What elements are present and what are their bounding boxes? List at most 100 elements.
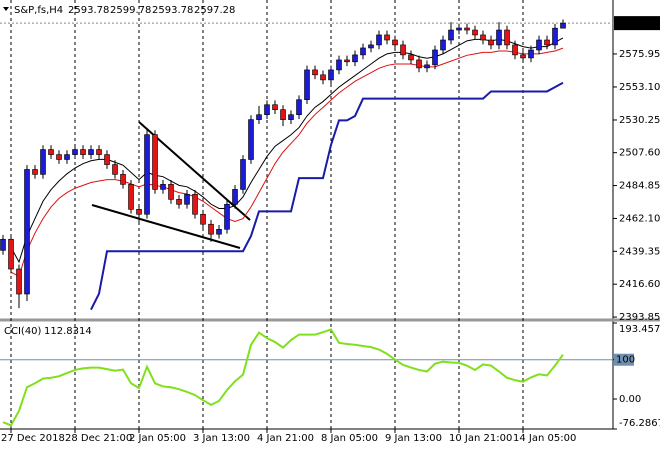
x-tick-label: 28 Dec 21:00 xyxy=(65,433,132,444)
candle-body xyxy=(464,27,470,31)
candle-body xyxy=(72,149,78,155)
candle-body xyxy=(304,69,310,100)
candle-body xyxy=(264,104,270,116)
candle-body xyxy=(424,64,430,69)
candle-body xyxy=(208,223,214,235)
candle-body xyxy=(192,194,198,215)
y2-tick-label: 193.4578 xyxy=(619,324,660,335)
y-tick-label: 2575.95 xyxy=(619,49,660,60)
candle-body xyxy=(176,199,182,205)
candle-body xyxy=(152,134,158,190)
x-tick-label: 3 Jan 13:00 xyxy=(193,433,250,444)
candle-body xyxy=(216,228,222,235)
candle-body xyxy=(544,39,550,46)
candle-body xyxy=(512,44,518,56)
x-tick-label: 14 Jan 05:00 xyxy=(513,433,576,444)
candle-body xyxy=(80,149,86,155)
candle-body xyxy=(328,69,334,81)
candle-body xyxy=(144,134,150,215)
candle-body xyxy=(200,213,206,225)
header-low: 2593.78 xyxy=(152,5,193,16)
candle-body xyxy=(488,39,494,46)
y-tick-label: 2507.60 xyxy=(619,148,660,159)
candle-body xyxy=(552,27,558,46)
candle-body xyxy=(560,22,566,29)
candle-body xyxy=(344,59,350,63)
candle-body xyxy=(136,209,142,215)
candle-body xyxy=(104,154,110,165)
symbol-title: S&P,fs,H4 xyxy=(14,5,63,16)
y2-tick-label: 0.00 xyxy=(619,394,641,405)
candle-body xyxy=(224,203,230,230)
candle-body xyxy=(392,39,398,46)
indicator-value: 112.8314 xyxy=(44,326,92,337)
candle-body xyxy=(336,59,342,71)
y-tick-label: 2484.85 xyxy=(619,181,660,192)
header-high: 2599.78 xyxy=(110,5,151,16)
candle-body xyxy=(248,119,254,160)
candle-body xyxy=(24,169,30,295)
candle-body xyxy=(128,184,134,210)
indicator-name: CCI(40) xyxy=(4,326,42,337)
candle-body xyxy=(296,99,302,116)
y-tick-label: 2553.10 xyxy=(619,82,660,93)
candle-body xyxy=(280,109,286,120)
candle-body xyxy=(320,74,326,81)
y2-tick-label: -76.2867 xyxy=(619,418,660,429)
candle-body xyxy=(536,39,542,51)
candle-body xyxy=(360,47,366,56)
y2-tick-label: 100 xyxy=(616,355,635,366)
candle-body xyxy=(240,159,246,190)
x-tick-label: 9 Jan 13:00 xyxy=(385,433,442,444)
candle-body xyxy=(232,189,238,205)
candle-body xyxy=(400,44,406,56)
candle-body xyxy=(88,149,94,155)
candle-body xyxy=(416,59,422,69)
indicator-line xyxy=(10,37,564,264)
indicator-line xyxy=(90,81,564,311)
candle-body xyxy=(32,169,38,175)
candle-body xyxy=(8,238,14,270)
current-price-label: 2597.28 xyxy=(619,18,660,29)
candle-body xyxy=(472,29,478,36)
candle-body xyxy=(496,29,502,46)
candle-body xyxy=(112,164,118,175)
candle-body xyxy=(256,114,262,120)
indicator-line xyxy=(2,328,564,427)
header-open: 2593.78 xyxy=(68,5,109,16)
candle-body xyxy=(160,184,166,190)
candle-body xyxy=(376,34,382,46)
menu-arrow xyxy=(3,7,9,11)
x-tick-label: 10 Jan 21:00 xyxy=(449,433,512,444)
candle-body xyxy=(96,149,102,155)
x-tick-label: 4 Jan 21:00 xyxy=(257,433,314,444)
candle-body xyxy=(432,49,438,66)
candle-body xyxy=(120,174,126,185)
candle-body xyxy=(184,194,190,205)
y-tick-label: 2530.25 xyxy=(619,115,660,126)
candle-body xyxy=(440,39,446,51)
candle-body xyxy=(40,149,46,175)
y-tick-label: 2393.85 xyxy=(619,312,660,323)
y-tick-label: 2462.10 xyxy=(619,213,660,224)
candle-body xyxy=(480,34,486,41)
x-tick-label: 27 Dec 2018 xyxy=(1,433,65,444)
candle-body xyxy=(64,154,70,160)
candle-body xyxy=(312,69,318,76)
candle-body xyxy=(168,184,174,200)
indicator-line xyxy=(10,47,564,278)
candle-body xyxy=(504,29,510,46)
candle-body xyxy=(368,44,374,49)
candle-body xyxy=(352,54,358,63)
x-tick-label: 2 Jan 05:00 xyxy=(129,433,186,444)
x-tick-label: 8 Jan 05:00 xyxy=(321,433,378,444)
candle-body xyxy=(408,54,414,61)
candle-body xyxy=(384,34,390,41)
header-close: 2597.28 xyxy=(194,5,235,16)
candle-body xyxy=(56,154,62,160)
current-price-box xyxy=(614,16,660,31)
candle-body xyxy=(272,104,278,110)
y-tick-label: 2416.60 xyxy=(619,279,660,290)
